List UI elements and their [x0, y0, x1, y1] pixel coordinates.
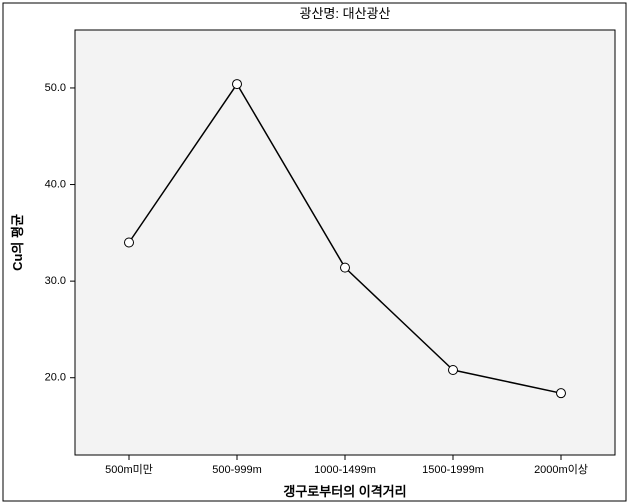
- data-marker: [557, 389, 566, 398]
- y-axis-label: Cu의 평균: [10, 214, 25, 271]
- y-tick-label: 30.0: [45, 275, 66, 287]
- x-tick-label: 500-999m: [212, 464, 262, 476]
- x-tick-label: 500m미만: [105, 463, 153, 476]
- chart-svg: 20.0 30.0 40.0 50.0 500m미만 500-999m 1000-1499m…: [0, 0, 629, 504]
- plot-area: [75, 30, 615, 455]
- x-tick-label: 2000m이상: [534, 463, 588, 476]
- cu-distance-chart: 20.0 30.0 40.0 50.0 500m미만 500-999m 1000-1499m…: [0, 0, 629, 504]
- x-tick-label: 1000-1499m: [314, 464, 376, 476]
- y-tick-label: 40.0: [45, 178, 66, 190]
- data-marker: [233, 80, 242, 89]
- data-marker: [341, 263, 350, 272]
- y-tick-label: 50.0: [45, 82, 66, 94]
- y-tick-label: 20.0: [45, 372, 66, 384]
- data-marker: [449, 366, 458, 375]
- chart-title: 광산명: 대산광산: [300, 6, 391, 21]
- data-marker: [125, 238, 134, 247]
- x-tick-label: 1500-1999m: [422, 464, 484, 476]
- x-axis-label: 갱구로부터의 이격거리: [283, 484, 406, 499]
